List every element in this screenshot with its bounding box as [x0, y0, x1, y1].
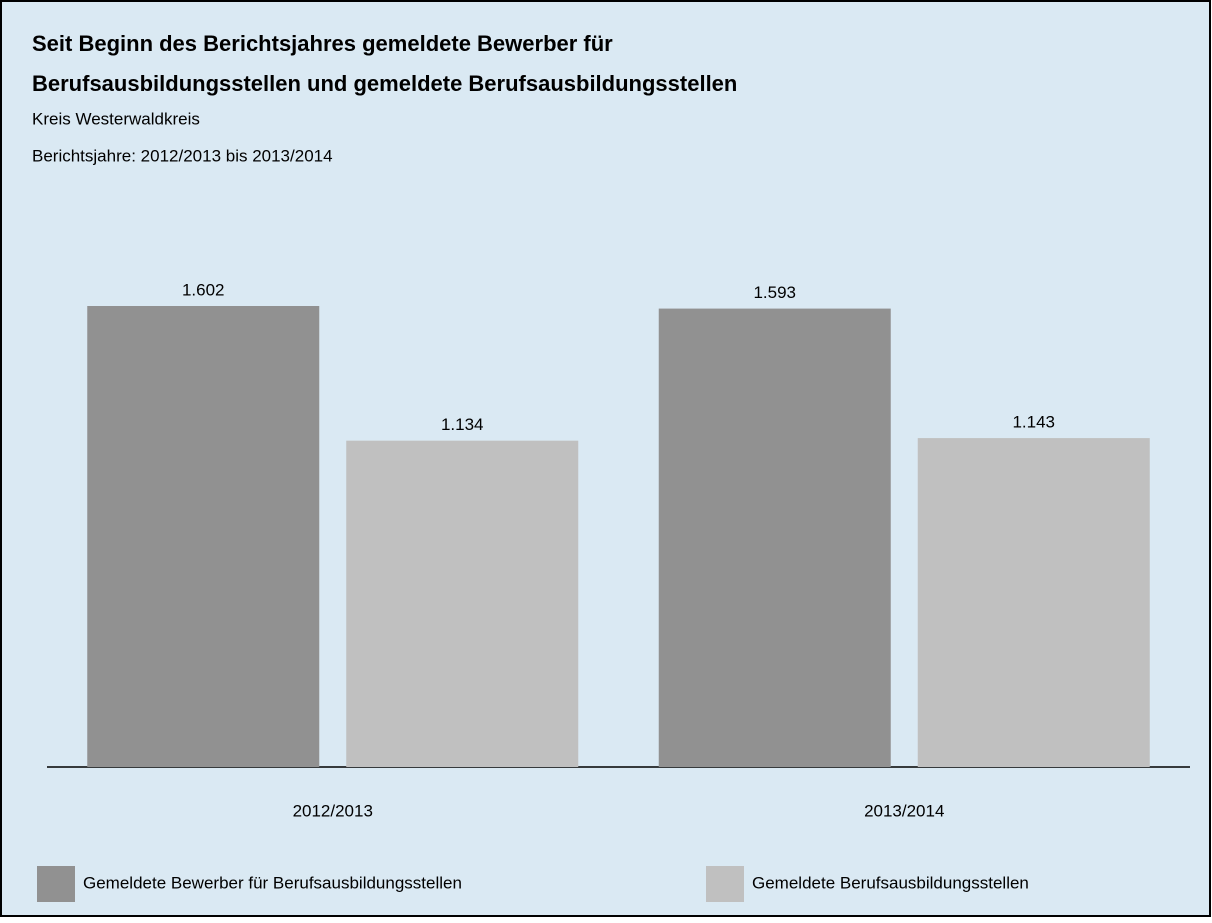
legend-label: Gemeldete Berufsausbildungsstellen: [752, 873, 1029, 892]
x-tick-label: 2012/2013: [293, 801, 373, 820]
value-label: 1.602: [182, 280, 225, 299]
bar: [87, 306, 320, 767]
legend-label: Gemeldete Bewerber für Berufsausbildungs…: [83, 873, 462, 892]
legend-swatch: [37, 866, 75, 902]
chart-subtitle: Berichtsjahre: 2012/2013 bis 2013/2014: [32, 146, 333, 165]
legend-swatch: [706, 866, 744, 902]
bar: [658, 308, 891, 767]
chart-subtitle: Kreis Westerwaldkreis: [32, 109, 200, 128]
chart-title: Seit Beginn des Berichtsjahres gemeldete…: [32, 31, 613, 56]
bar: [346, 440, 579, 767]
chart-title: Berufsausbildungsstellen und gemeldete B…: [32, 71, 737, 96]
value-label: 1.134: [441, 415, 484, 434]
x-tick-label: 2013/2014: [864, 801, 944, 820]
value-label: 1.593: [753, 283, 796, 302]
value-label: 1.143: [1012, 413, 1055, 432]
bar: [917, 438, 1150, 767]
